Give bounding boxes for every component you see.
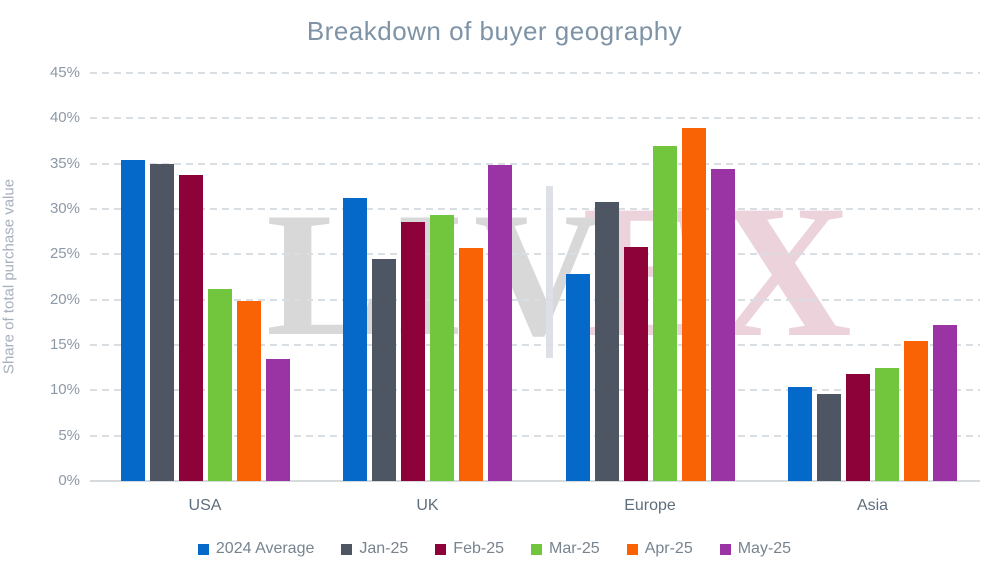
bar-mar-25-usa <box>207 288 232 481</box>
bar-group-europe <box>565 128 735 481</box>
legend-item-2024-average: 2024 Average <box>197 540 315 558</box>
legend-swatch-feb-25 <box>435 543 447 555</box>
bar-feb-25-usa <box>178 174 203 481</box>
bar-mar-25-asia <box>875 367 899 481</box>
watermark-separator-bar <box>546 186 553 358</box>
gridline-25pct <box>90 253 980 256</box>
x-label-asia: Asia <box>856 497 889 514</box>
legend-swatch-may-25 <box>719 543 731 555</box>
bar-2024-average-asia <box>788 386 812 481</box>
bar-may-25-asia <box>933 325 957 481</box>
legend-label-2024-average: 2024 Average <box>215 540 315 557</box>
legend-label-may-25: May-25 <box>737 540 792 557</box>
bar-apr-25-usa <box>236 300 261 481</box>
legend-label-feb-25: Feb-25 <box>453 540 504 557</box>
bar-jan-25-asia <box>817 393 841 481</box>
gridline-40pct <box>90 117 980 120</box>
y-tick-0: 0% <box>58 472 80 489</box>
plot-area: LIV EX <box>90 72 980 482</box>
bar-may-25-usa <box>265 358 290 481</box>
bar-group-usa <box>120 160 290 481</box>
bar-2024-average-uk <box>343 198 367 481</box>
bar-feb-25-asia <box>846 374 870 481</box>
legend-swatch-apr-25 <box>626 543 638 555</box>
legend-swatch-jan-25 <box>341 543 353 555</box>
gridline-0pct <box>90 480 980 482</box>
gridline-15pct <box>90 344 980 346</box>
legend-label-apr-25: Apr-25 <box>644 540 693 557</box>
chart-title: Breakdown of buyer geography <box>306 16 683 46</box>
legend-label-jan-25: Jan-25 <box>359 540 409 557</box>
gridline-5pct <box>90 434 980 437</box>
y-tick-20: 20% <box>49 290 80 308</box>
y-tick-40: 40% <box>49 109 80 127</box>
gridline-45pct <box>90 72 980 74</box>
gridline-10pct <box>90 389 980 392</box>
bar-feb-25-uk <box>401 221 425 481</box>
bar-2024-average-usa <box>120 160 145 481</box>
bar-jan-25-europe <box>594 201 619 481</box>
bar-may-25-europe <box>710 169 735 481</box>
gridline-20pct <box>90 298 980 301</box>
bar-apr-25-uk <box>459 248 483 481</box>
gridline-30pct <box>90 208 980 210</box>
legend-label-mar-25: Mar-25 <box>549 540 600 557</box>
y-axis-title: Share of total purchase value <box>0 178 18 375</box>
y-tick-5: 5% <box>58 426 80 444</box>
x-label-uk: UK <box>416 497 439 514</box>
legend-swatch-2024-average <box>197 543 209 555</box>
y-tick-10: 10% <box>49 381 80 399</box>
legend-item-jan-25: Jan-25 <box>341 540 408 558</box>
x-label-europe: Europe <box>624 497 676 514</box>
bar-jan-25-usa <box>149 163 174 481</box>
bar-mar-25-europe <box>652 146 677 481</box>
bar-jan-25-uk <box>372 258 396 481</box>
bar-feb-25-europe <box>623 247 648 481</box>
legend-item-feb-25: Feb-25 <box>435 540 504 558</box>
y-tick-15: 15% <box>49 336 80 353</box>
gridline-35pct <box>90 162 980 165</box>
bar-group-asia <box>788 325 957 481</box>
bar-apr-25-asia <box>904 341 928 481</box>
bar-apr-25-europe <box>681 128 706 481</box>
y-tick-25: 25% <box>49 245 80 263</box>
x-label-usa: USA <box>188 497 222 514</box>
bar-may-25-uk <box>488 164 512 481</box>
y-tick-30: 30% <box>49 200 80 217</box>
legend: 2024 Average Jan-25 Feb-25 Mar-25 Apr-25 May-… <box>0 540 989 558</box>
bar-group-uk <box>343 164 512 481</box>
legend-item-apr-25: Apr-25 <box>626 540 693 558</box>
legend-swatch-mar-25 <box>531 543 542 555</box>
bar-mar-25-uk <box>430 215 454 481</box>
bar-2024-average-europe <box>565 274 590 481</box>
legend-item-may-25: May-25 <box>719 540 792 558</box>
y-tick-45: 45% <box>49 64 80 81</box>
legend-item-mar-25: Mar-25 <box>531 540 600 558</box>
y-tick-35: 35% <box>49 154 80 172</box>
